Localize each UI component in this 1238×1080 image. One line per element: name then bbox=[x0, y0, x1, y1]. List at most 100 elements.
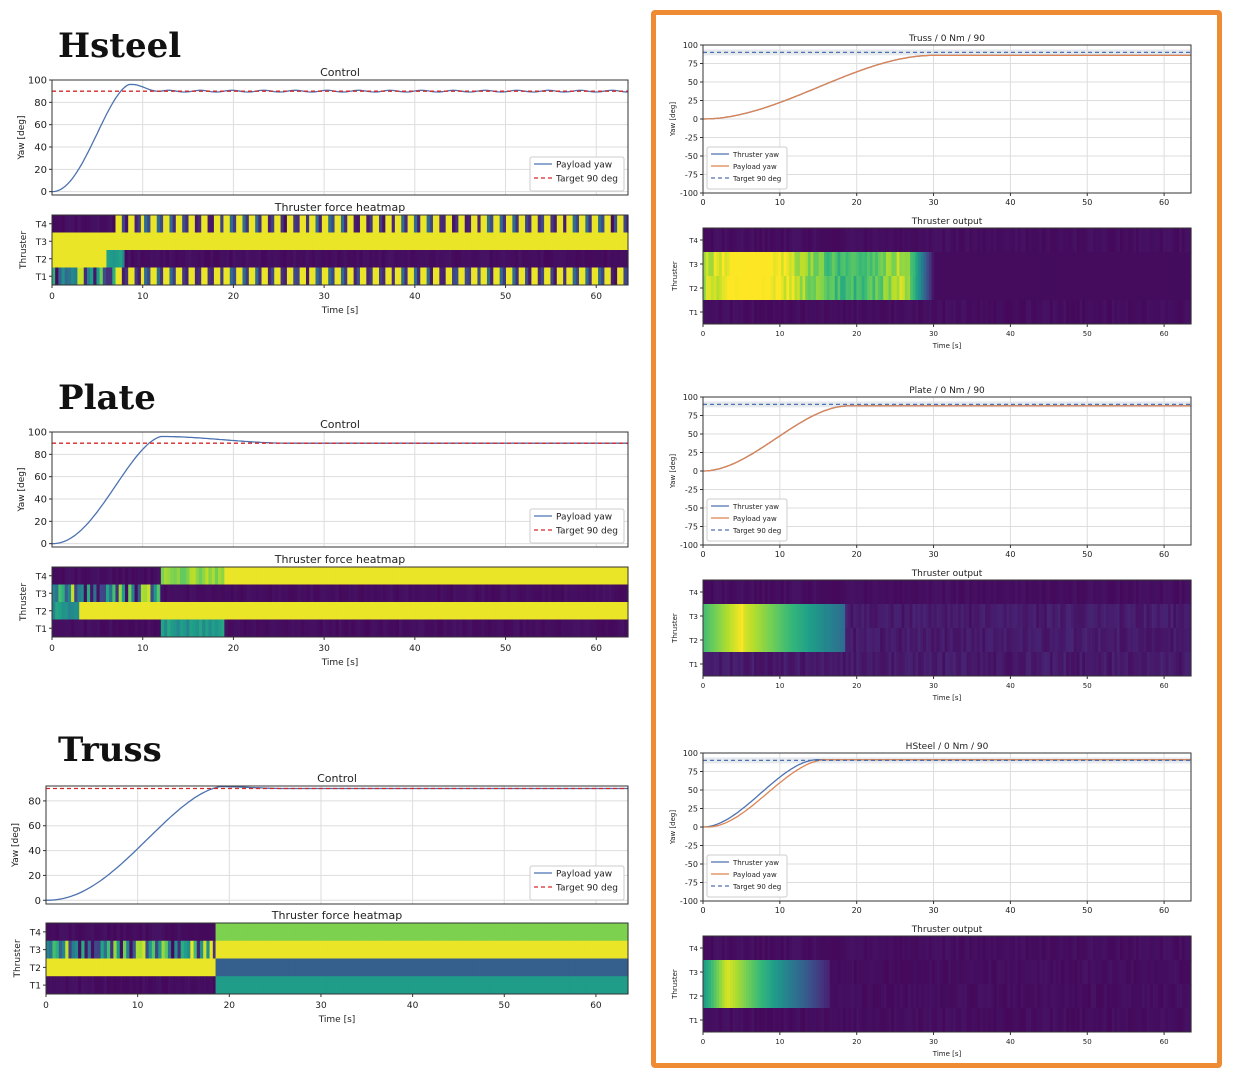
heatmap-cell bbox=[145, 958, 150, 977]
heatmap-cell bbox=[490, 215, 494, 233]
heatmap-cell bbox=[1065, 628, 1070, 653]
heatmap-cell bbox=[1025, 628, 1029, 653]
heatmap-cell bbox=[1111, 604, 1115, 629]
heatmap-cell bbox=[888, 960, 893, 985]
heatmap-cell bbox=[923, 936, 927, 961]
heatmap-cell bbox=[375, 940, 380, 959]
heatmap-cell bbox=[175, 250, 180, 268]
heatmap-cell bbox=[77, 232, 82, 251]
heatmap-cell bbox=[318, 923, 323, 942]
heatmap-cell bbox=[386, 619, 391, 638]
heatmap-cell bbox=[853, 652, 857, 677]
heatmap-cell bbox=[151, 976, 156, 995]
heatmap-cell bbox=[915, 984, 920, 1009]
heatmap-cell bbox=[302, 232, 307, 251]
heatmap-cell bbox=[893, 652, 898, 677]
heatmap-cell bbox=[832, 300, 836, 325]
heatmap-cell bbox=[456, 923, 460, 942]
heatmap-cell bbox=[1063, 252, 1067, 277]
heatmap-cell bbox=[321, 923, 326, 942]
heatmap-cell bbox=[1176, 300, 1180, 325]
heatmap-cell bbox=[1112, 984, 1116, 1009]
heatmap-cell bbox=[977, 1008, 981, 1033]
heatmap-cell bbox=[370, 584, 375, 603]
heatmap-cell bbox=[464, 250, 469, 268]
heatmap-cell bbox=[353, 215, 358, 233]
heatmap-cell bbox=[1163, 960, 1167, 985]
heatmap-cell bbox=[429, 232, 434, 251]
heatmap-cell bbox=[361, 602, 366, 620]
heatmap-cell bbox=[401, 923, 406, 942]
chart-title: HSteel / 0 Nm / 90 bbox=[906, 742, 989, 752]
heatmap-cell bbox=[472, 923, 476, 942]
heatmap-cell bbox=[224, 619, 229, 638]
heatmap-cell bbox=[494, 584, 498, 603]
heatmap-cell bbox=[497, 584, 502, 603]
heatmap-cell bbox=[67, 619, 72, 638]
heatmap-cell bbox=[1184, 984, 1189, 1009]
heatmap-cell bbox=[1018, 984, 1022, 1009]
heatmap-cell bbox=[705, 628, 709, 653]
heatmap-cell bbox=[1160, 960, 1164, 985]
heatmap-cell bbox=[513, 940, 518, 959]
heatmap-cell bbox=[300, 584, 305, 603]
heatmap-cell bbox=[252, 232, 256, 251]
heatmap-cell bbox=[148, 923, 153, 942]
heatmap-cell bbox=[1041, 1008, 1046, 1033]
heatmap-cell bbox=[708, 1008, 712, 1033]
heatmap-cell bbox=[1033, 580, 1038, 605]
heatmap-cell bbox=[475, 923, 480, 942]
heatmap-cell bbox=[616, 250, 621, 268]
heatmap-cell bbox=[411, 567, 416, 585]
heatmap-cell bbox=[1181, 252, 1186, 277]
heatmap-cell bbox=[958, 300, 962, 325]
heatmap-cell bbox=[885, 1008, 890, 1033]
heatmap-cell bbox=[923, 1008, 927, 1033]
heatmap-cell bbox=[130, 602, 134, 620]
heatmap-cell bbox=[388, 232, 393, 251]
heatmap-cell bbox=[918, 580, 922, 605]
heatmap-cell bbox=[963, 228, 968, 253]
x-tick-label: 20 bbox=[852, 198, 862, 207]
heatmap-cell bbox=[296, 215, 301, 233]
heatmap-cell bbox=[448, 267, 453, 286]
heatmap-cell bbox=[1039, 276, 1043, 301]
heatmap-cell bbox=[236, 232, 240, 251]
heatmap-cell bbox=[775, 276, 779, 301]
heatmap-cell bbox=[890, 628, 895, 653]
heatmap-cell bbox=[1071, 960, 1076, 985]
heatmap-cell bbox=[974, 228, 978, 253]
heatmap-cell bbox=[716, 604, 720, 629]
legend-label: Payload yaw bbox=[733, 515, 777, 523]
heatmap-cell bbox=[436, 940, 441, 959]
heatmap-cell bbox=[1033, 628, 1037, 653]
heatmap-cell bbox=[556, 250, 561, 268]
heatmap-cell bbox=[1122, 984, 1127, 1009]
heatmap-cell bbox=[302, 923, 306, 942]
heatmap-cell bbox=[221, 567, 225, 585]
heatmap-cell bbox=[155, 976, 159, 995]
heatmap-cell bbox=[369, 976, 374, 995]
heatmap-cell bbox=[894, 984, 898, 1009]
heatmap-cell bbox=[985, 228, 989, 253]
heatmap-cell bbox=[910, 300, 914, 325]
heatmap-cell bbox=[311, 250, 316, 268]
heatmap-cell bbox=[133, 602, 137, 620]
heatmap-cell bbox=[781, 652, 785, 677]
heatmap-cell bbox=[713, 984, 718, 1009]
heatmap-cell bbox=[875, 1008, 879, 1033]
heatmap-cell bbox=[540, 250, 545, 268]
heatmap-cell bbox=[1114, 652, 1118, 677]
heatmap-cell bbox=[570, 619, 575, 638]
heatmap-cell bbox=[550, 232, 555, 251]
heatmap-cell bbox=[947, 936, 952, 961]
heatmap-cell bbox=[1012, 228, 1016, 253]
heatmap-cell bbox=[459, 584, 464, 603]
heatmap-cell bbox=[356, 232, 361, 251]
heatmap-cell bbox=[748, 936, 753, 961]
heatmap-cell bbox=[474, 215, 479, 233]
heatmap-cell bbox=[988, 1008, 992, 1033]
heatmap-cell bbox=[848, 960, 852, 985]
heatmap-cell bbox=[564, 619, 568, 638]
heatmap-cell bbox=[762, 628, 766, 653]
